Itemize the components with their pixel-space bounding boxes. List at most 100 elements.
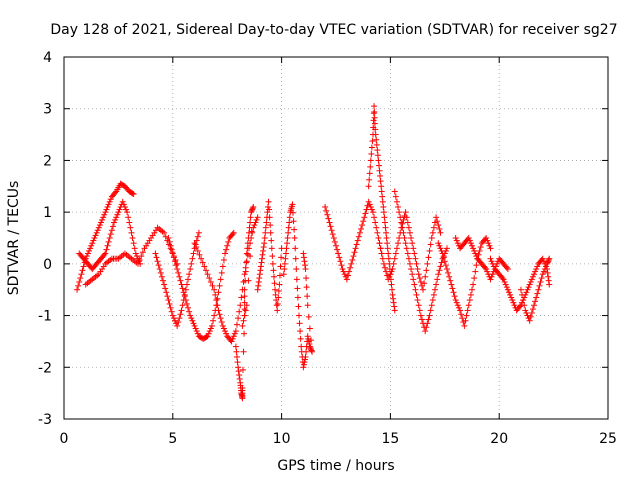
- data-point: [249, 206, 256, 213]
- data-point: [343, 276, 350, 283]
- data-point: [94, 227, 101, 234]
- data-point: [520, 297, 527, 304]
- data-point: [401, 235, 408, 241]
- data-point: [455, 304, 462, 311]
- data-point: [378, 250, 385, 257]
- data-point: [405, 255, 412, 262]
- data-point: [306, 343, 313, 350]
- data-point: [189, 255, 196, 262]
- data-point: [243, 302, 250, 309]
- data-point: [241, 330, 248, 337]
- data-point: [375, 162, 382, 169]
- data-point: [389, 286, 396, 293]
- data-point: [284, 240, 291, 247]
- data-point: [203, 333, 210, 340]
- data-point: [126, 219, 133, 226]
- data-point: [418, 316, 425, 323]
- data-point: [275, 294, 282, 301]
- data-point: [371, 114, 378, 121]
- data-point: [166, 238, 173, 245]
- data-point: [438, 247, 445, 254]
- data-point: [414, 297, 421, 304]
- data-point: [219, 263, 226, 270]
- data-point: [233, 353, 240, 360]
- data-point: [499, 275, 506, 282]
- data-point: [386, 273, 393, 280]
- data-point: [101, 251, 108, 258]
- data-point: [307, 346, 314, 353]
- data-point: [280, 271, 287, 278]
- data-point: [517, 286, 524, 293]
- data-point: [248, 228, 255, 235]
- data-point: [272, 286, 279, 293]
- data-point: [428, 235, 435, 241]
- data-point: [230, 229, 237, 236]
- data-point: [484, 237, 491, 244]
- data-point: [416, 275, 423, 282]
- data-point: [504, 266, 511, 273]
- data-point: [534, 290, 541, 297]
- data-point: [367, 157, 374, 164]
- data-point: [293, 266, 300, 273]
- data-point: [267, 229, 274, 236]
- data-point: [152, 250, 159, 257]
- data-point: [244, 245, 251, 252]
- data-point: [380, 203, 387, 210]
- data-point: [248, 209, 255, 216]
- data-point: [375, 235, 382, 241]
- data-point: [248, 207, 255, 214]
- data-point: [80, 263, 87, 270]
- data-point: [322, 203, 329, 210]
- data-point: [88, 242, 95, 249]
- y-tick-label: 2: [43, 153, 52, 169]
- data-point: [260, 244, 267, 251]
- data-point: [120, 201, 127, 208]
- data-point: [173, 262, 180, 269]
- data-point: [408, 235, 415, 241]
- data-point: [535, 286, 542, 293]
- data-point: [472, 250, 479, 257]
- data-point: [376, 167, 383, 174]
- data-point: [222, 250, 229, 257]
- data-point: [171, 317, 178, 324]
- data-point: [77, 275, 84, 282]
- data-point: [398, 219, 405, 226]
- data-point: [391, 307, 398, 314]
- data-point: [344, 272, 351, 279]
- data-point: [260, 247, 267, 254]
- data-point: [247, 214, 254, 221]
- data-point: [240, 348, 247, 355]
- data-point: [190, 250, 197, 257]
- data-point: [452, 297, 459, 304]
- data-point: [195, 229, 202, 236]
- data-point: [411, 250, 418, 257]
- data-point: [437, 229, 444, 236]
- data-point: [268, 245, 275, 252]
- data-point: [190, 320, 197, 327]
- data-point: [238, 294, 245, 301]
- data-point: [84, 250, 91, 257]
- data-point: [381, 264, 388, 271]
- data-point: [216, 311, 223, 318]
- data-point: [476, 247, 483, 254]
- data-point: [156, 266, 163, 273]
- data-point: [161, 281, 168, 288]
- data-point: [472, 268, 479, 275]
- data-point: [91, 235, 98, 241]
- data-point: [484, 268, 491, 275]
- data-point: [406, 229, 413, 236]
- data-point: [163, 289, 170, 296]
- data-point: [470, 281, 477, 288]
- data-point: [185, 304, 192, 311]
- data-point: [538, 275, 545, 282]
- data-point: [489, 271, 496, 278]
- data-point: [257, 267, 264, 274]
- data-point: [395, 240, 402, 247]
- data-point: [500, 276, 507, 283]
- data-point: [211, 312, 218, 319]
- data-point: [417, 278, 424, 285]
- data-point: [127, 224, 134, 231]
- data-point: [194, 330, 201, 337]
- data-point: [434, 218, 441, 225]
- data-point: [103, 246, 110, 253]
